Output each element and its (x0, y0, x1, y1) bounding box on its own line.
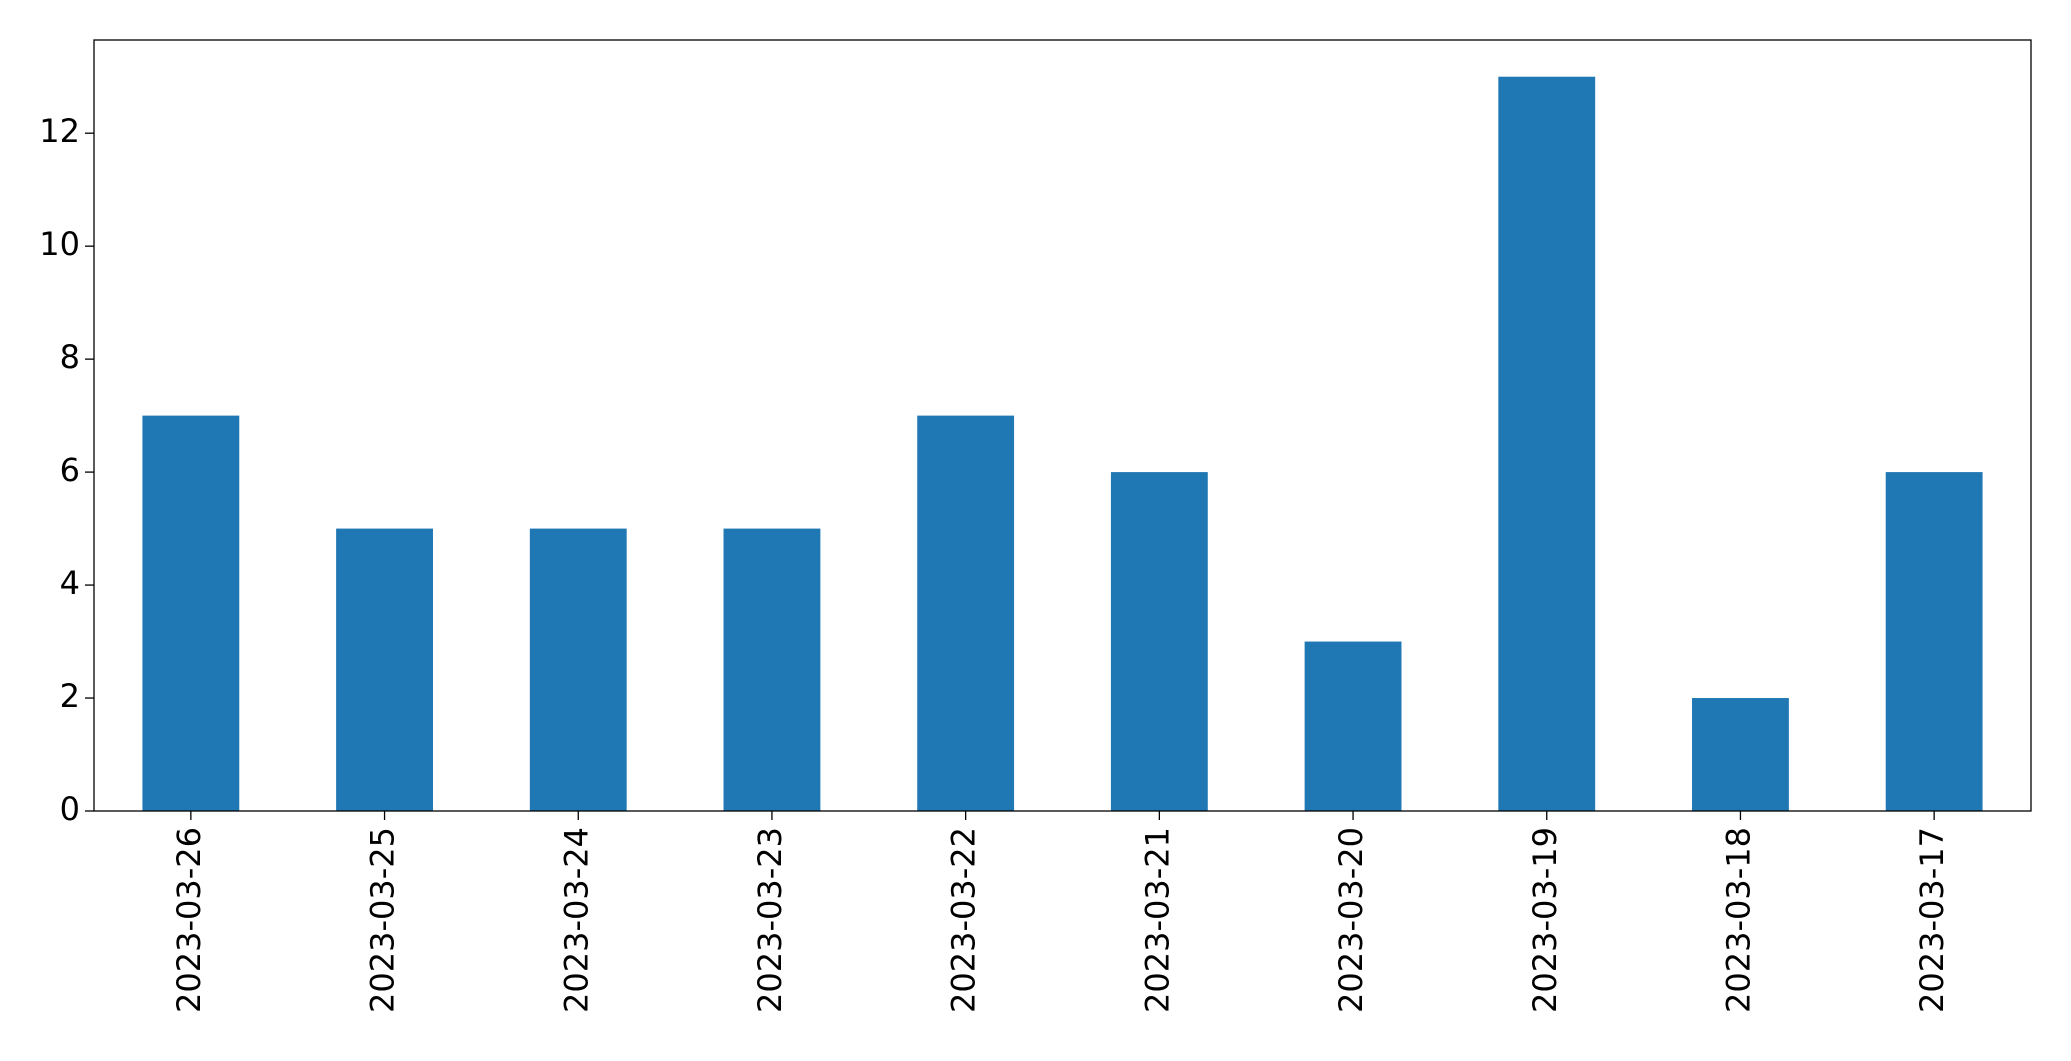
x-tick-label: 2023-03-20 (1332, 827, 1370, 1013)
y-tick-label: 2 (60, 677, 80, 715)
y-tick-label: 6 (60, 451, 80, 489)
bar (1304, 641, 1402, 811)
x-tick-label: 2023-03-26 (170, 827, 208, 1013)
bar (723, 528, 821, 811)
bar (1692, 698, 1789, 811)
y-tick-label: 8 (60, 338, 80, 376)
x-tick-label: 2023-03-17 (1913, 827, 1951, 1013)
x-tick-label: 2023-03-25 (364, 827, 402, 1013)
x-tick-label: 2023-03-22 (945, 827, 983, 1013)
y-tick-label: 0 (60, 790, 80, 828)
x-tick-label: 2023-03-21 (1138, 827, 1176, 1013)
bar (1498, 76, 1596, 811)
x-tick-label: 2023-03-19 (1526, 827, 1564, 1013)
plot-frame (93, 39, 2032, 812)
x-tick-label: 2023-03-23 (751, 827, 789, 1013)
bar (1885, 472, 1983, 811)
x-tick-label: 2023-03-24 (557, 827, 595, 1013)
bar (917, 415, 1015, 811)
y-tick-label: 4 (60, 564, 80, 602)
y-tick-label: 10 (39, 225, 80, 263)
bar (529, 528, 627, 811)
bar (1110, 472, 1208, 811)
bar (336, 528, 433, 811)
x-tick-label: 2023-03-18 (1719, 827, 1757, 1013)
y-tick-label: 12 (39, 112, 80, 150)
bar (142, 415, 240, 811)
